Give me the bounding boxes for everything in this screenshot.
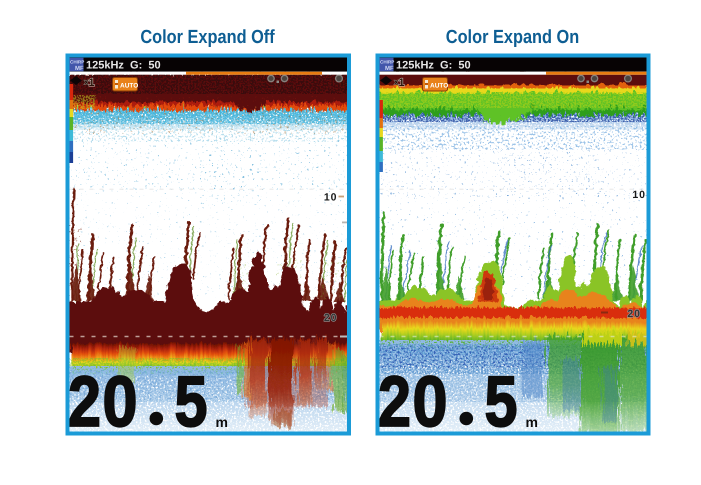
svg-text:Color Expand Off: Color Expand Off [140, 27, 275, 48]
svg-text:125kHz G: 50: 125kHz G: 50 [86, 60, 161, 72]
svg-text:m: m [526, 414, 538, 430]
svg-text:x: x [394, 78, 399, 87]
svg-text:m: m [216, 414, 228, 430]
svg-text:CHIRP: CHIRP [380, 60, 394, 65]
svg-text:5: 5 [485, 362, 518, 442]
svg-text:10: 10 [324, 192, 338, 204]
svg-text:2: 2 [378, 362, 411, 442]
svg-text:AUTO: AUTO [120, 83, 138, 90]
svg-text:10: 10 [632, 189, 646, 201]
svg-text:AUTO: AUTO [430, 83, 448, 90]
svg-text:2: 2 [68, 362, 101, 442]
svg-text:Color Expand On: Color Expand On [446, 27, 579, 48]
svg-text:1: 1 [89, 77, 95, 89]
svg-text:CHIRP: CHIRP [70, 60, 84, 65]
svg-text:20: 20 [324, 312, 338, 324]
svg-text:0: 0 [413, 362, 448, 442]
svg-text:1: 1 [399, 77, 405, 89]
svg-text:MF: MF [75, 65, 84, 72]
svg-text:125kHz G: 50: 125kHz G: 50 [396, 60, 471, 72]
svg-text:x: x [84, 78, 89, 87]
svg-text:20: 20 [627, 308, 641, 320]
svg-text:MF: MF [385, 65, 394, 72]
svg-text:0: 0 [103, 362, 138, 442]
svg-text:5: 5 [175, 362, 208, 442]
